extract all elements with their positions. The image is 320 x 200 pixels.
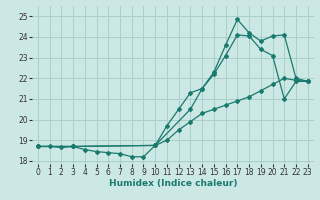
X-axis label: Humidex (Indice chaleur): Humidex (Indice chaleur) [108, 179, 237, 188]
